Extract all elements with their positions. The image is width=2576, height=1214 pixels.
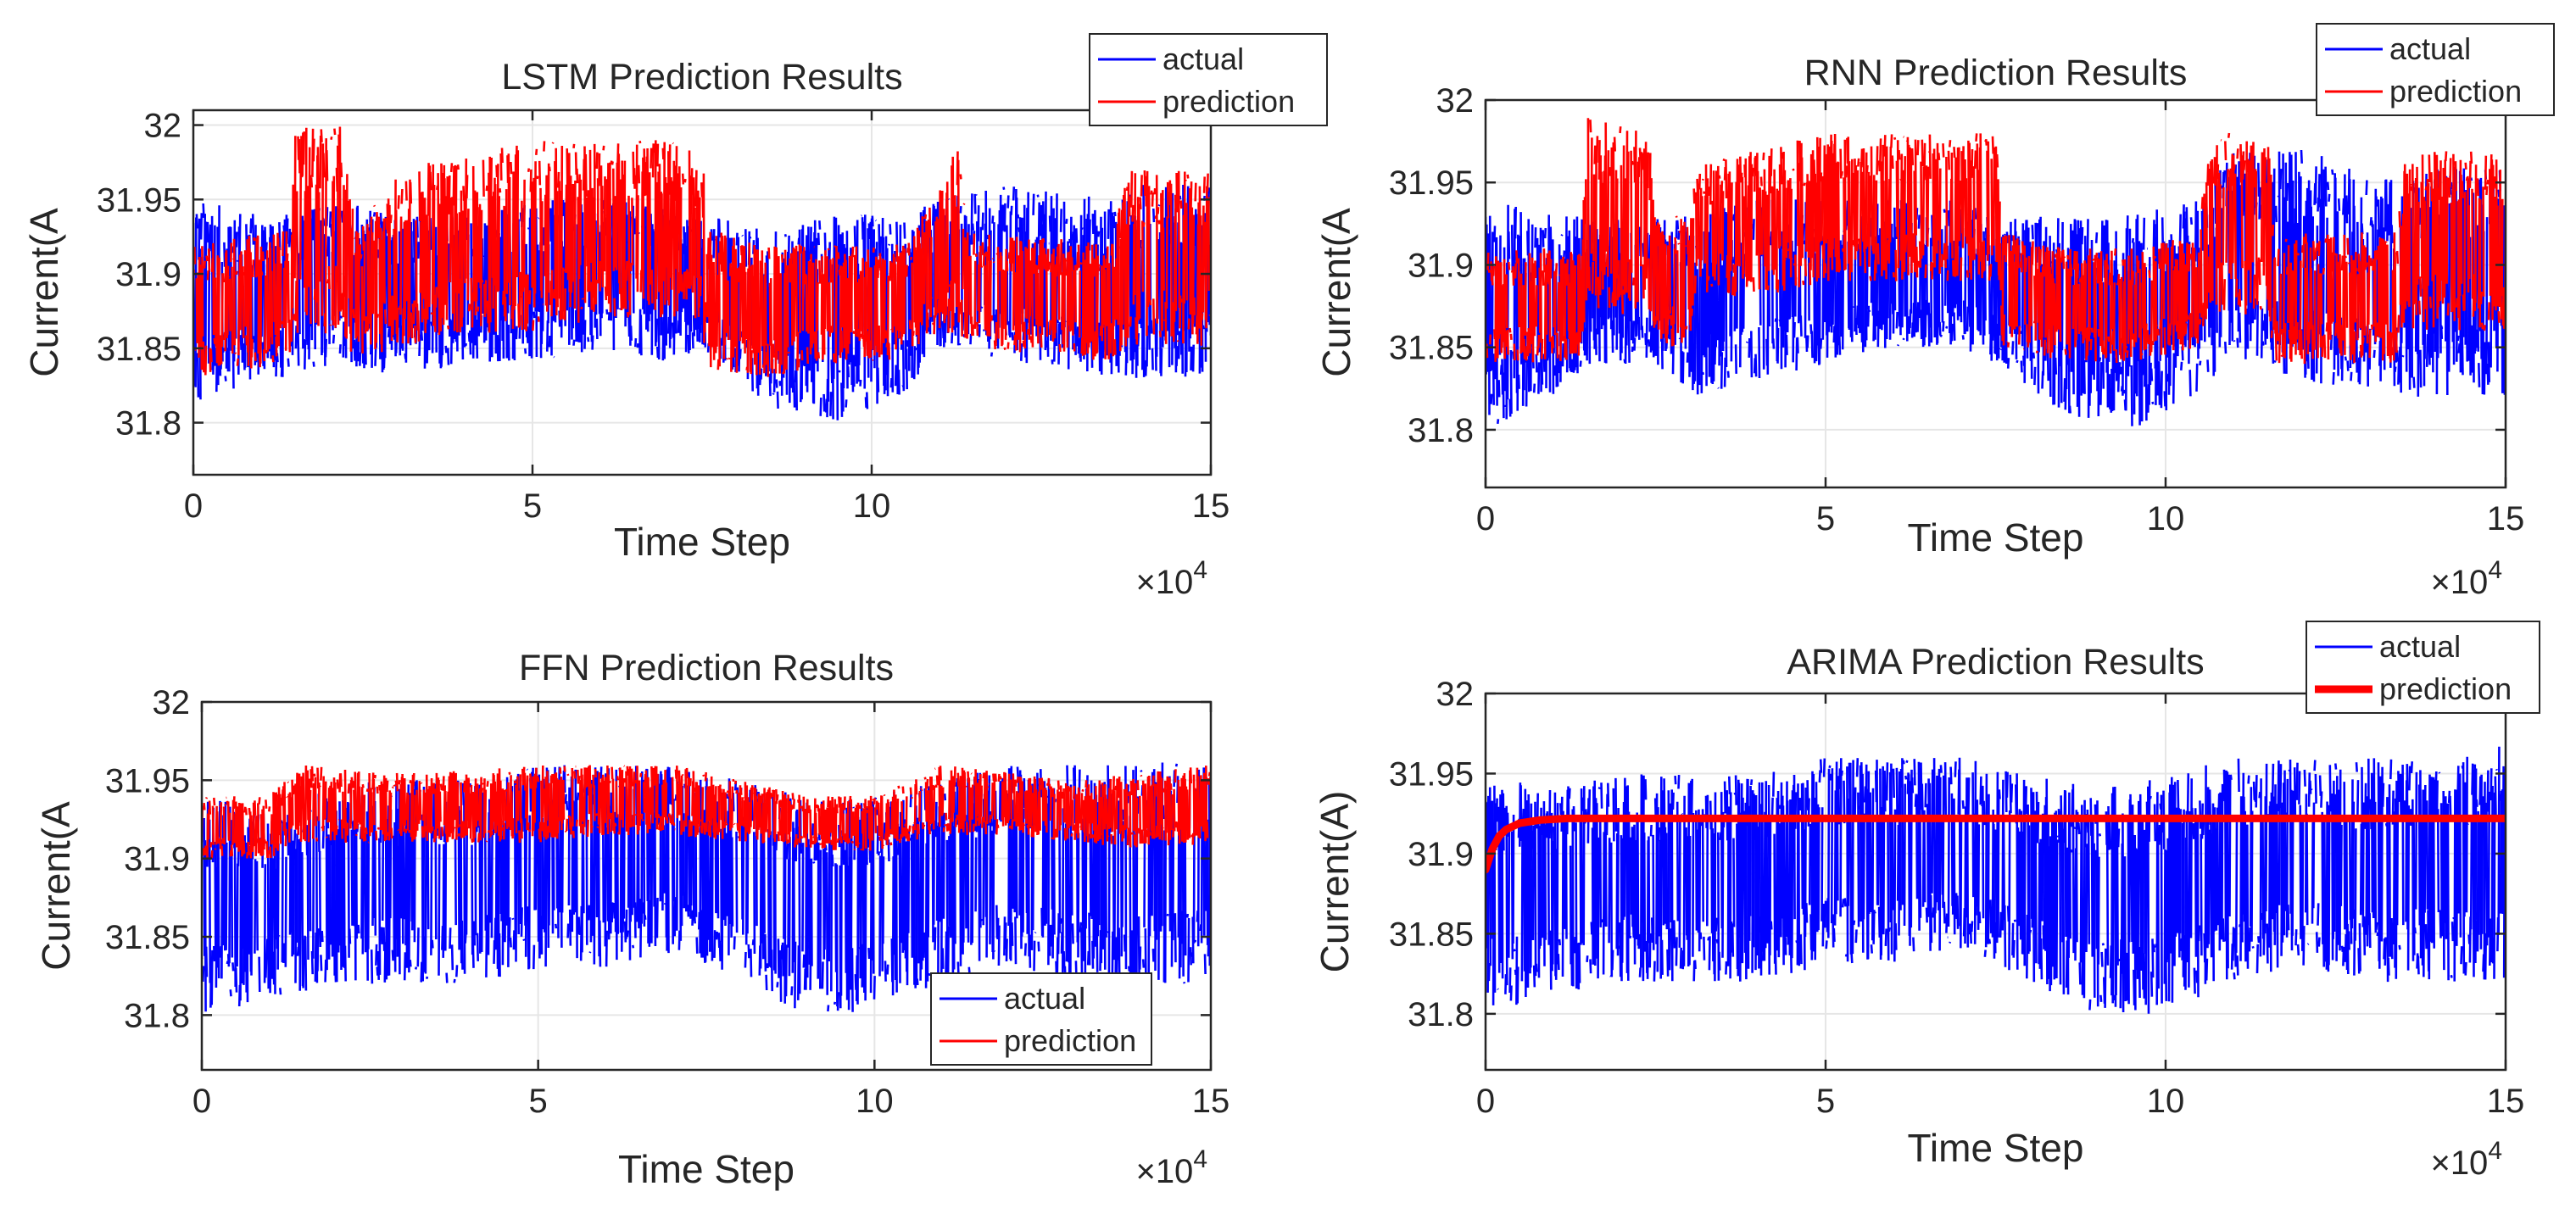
chart-title: ARIMA Prediction Results — [1787, 642, 2204, 682]
axes-box — [1484, 98, 2507, 489]
y-tick-label: 31.85 — [1389, 330, 1474, 367]
x-tick-label: 5 — [529, 1083, 548, 1120]
x-tick-label: 5 — [1816, 500, 1835, 537]
chart-panel-3: 0 5 10 15 31.8 31.85 31.9 31.95 32 FFN Prediction… — [34, 648, 1229, 1191]
y-tick-label: 31.8 — [124, 997, 190, 1034]
x-axis-label: Time Step — [618, 1147, 795, 1191]
y-tick-label: 32 — [144, 108, 182, 145]
legend: actual prediction — [2306, 621, 2540, 714]
legend-box — [930, 972, 1152, 1066]
y-tick-label: 31.85 — [105, 919, 190, 956]
x-axis-label: Time Step — [1908, 515, 2084, 560]
x-axis-label: Time Step — [614, 520, 790, 564]
x-tick-label: 10 — [2147, 500, 2185, 537]
x-tick-label: 0 — [1476, 1083, 1495, 1120]
y-tick-label: 31.9 — [1408, 247, 1474, 284]
y-axis-label: Current(A — [34, 801, 78, 971]
y-axis-label: Current(A) — [1313, 791, 1357, 973]
x-tick-label: 15 — [2487, 500, 2525, 537]
x-tick-label: 5 — [1816, 1083, 1835, 1120]
legend-entry-prediction: prediction — [2379, 671, 2512, 706]
chart-panel-4: 0 5 10 15 31.8 31.85 31.9 31.95 32 ARIMA Predicti… — [1313, 621, 2540, 1182]
y-tick-label: 31.85 — [97, 331, 181, 368]
legend-entry-prediction: prediction — [1004, 1023, 1136, 1058]
legend-entry-prediction: prediction — [1163, 84, 1295, 119]
legend-entry-actual: actual — [1163, 42, 1244, 76]
x-tick-label: 0 — [184, 487, 203, 525]
y-tick-label: 31.8 — [115, 405, 181, 443]
x-tick-label: 0 — [1476, 500, 1495, 537]
y-axis-label: Current(A — [22, 208, 66, 377]
legend-entry-actual: actual — [2389, 31, 2471, 66]
legend-entry-actual: actual — [1004, 981, 1085, 1016]
legend: actual prediction — [930, 972, 1152, 1066]
y-tick-label: 31.95 — [97, 181, 181, 219]
y-tick-label: 31.85 — [1389, 916, 1474, 953]
x-tick-label: 10 — [2147, 1083, 2185, 1120]
axes-box — [192, 109, 1213, 476]
x-axis-multiplier: ×104 — [2430, 1137, 2502, 1182]
series-group — [202, 762, 1211, 1012]
x-tick-label: 0 — [192, 1083, 211, 1120]
y-axis-label: Current(A — [1314, 208, 1358, 377]
x-tick-label: 10 — [853, 487, 891, 525]
x-axis-multiplier: ×104 — [1135, 1145, 1207, 1190]
x-tick-label: 5 — [523, 487, 542, 525]
x-tick-label: 10 — [856, 1083, 894, 1120]
y-tick-label: 31.95 — [105, 762, 190, 799]
series-group — [1486, 118, 2506, 426]
y-tick-label: 31.9 — [1408, 836, 1474, 873]
legend-box — [2306, 621, 2540, 714]
y-tick-label: 32 — [153, 684, 191, 721]
legend: actual prediction — [1089, 33, 1328, 126]
y-tick-label: 31.9 — [115, 256, 181, 293]
x-axis-multiplier: ×104 — [1135, 556, 1207, 601]
series-prediction-line — [1486, 814, 2506, 874]
y-tick-label: 31.8 — [1408, 412, 1474, 449]
legend-box — [2316, 23, 2555, 116]
x-axis-label: Time Step — [1908, 1126, 2084, 1170]
chart-title: LSTM Prediction Results — [501, 57, 902, 97]
legend: actual prediction — [2316, 23, 2555, 116]
chart-panel-2: 0 5 10 15 31.8 31.85 31.9 31.95 32 RNN Prediction… — [1314, 23, 2555, 601]
x-axis-multiplier: ×104 — [2430, 556, 2502, 601]
legend-entry-prediction: prediction — [2389, 74, 2522, 109]
axes-box — [200, 700, 1213, 1072]
series-group — [193, 126, 1211, 420]
axes-box — [1484, 692, 2507, 1072]
chart-title: RNN Prediction Results — [1804, 53, 2188, 93]
x-tick-label: 15 — [1192, 487, 1230, 525]
x-tick-label: 15 — [1192, 1083, 1230, 1120]
y-tick-label: 32 — [1436, 82, 1475, 120]
legend-box — [1089, 33, 1328, 126]
y-tick-label: 31.95 — [1389, 164, 1474, 202]
chart-panel-1: 0 5 10 15 31.8 31.85 31.9 31.95 32 LSTM Predictio… — [22, 33, 1328, 601]
y-tick-label: 32 — [1436, 676, 1475, 713]
legend-entry-actual: actual — [2379, 629, 2461, 664]
y-tick-label: 31.8 — [1408, 996, 1474, 1033]
x-tick-label: 15 — [2487, 1083, 2525, 1120]
chart-title: FFN Prediction Results — [519, 648, 894, 688]
y-tick-label: 31.95 — [1389, 755, 1474, 793]
y-tick-label: 31.9 — [124, 841, 190, 878]
